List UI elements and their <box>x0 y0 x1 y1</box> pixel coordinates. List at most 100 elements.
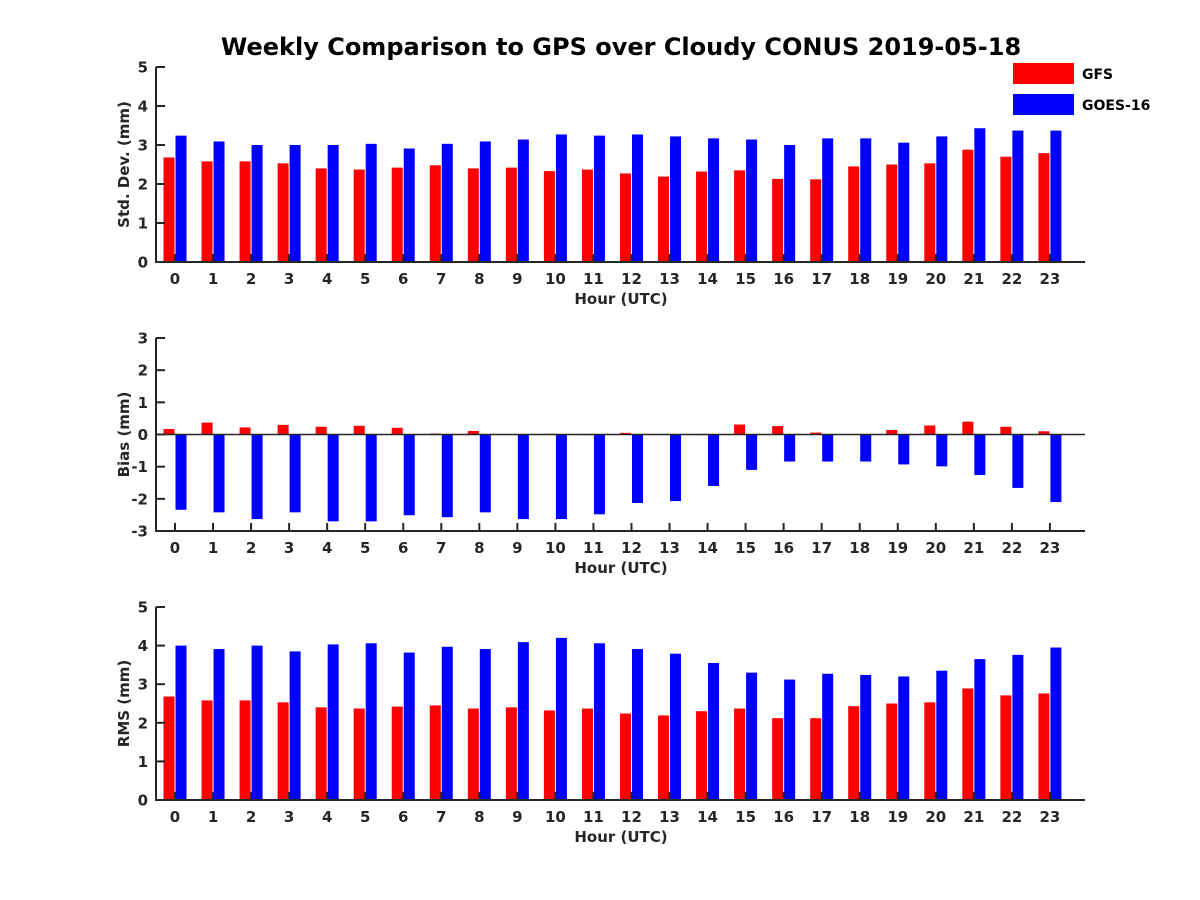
bar-goes16-hour-19 <box>898 434 910 465</box>
bar-goes16-hour-11 <box>593 135 605 262</box>
bar-gfs-hour-1 <box>201 422 213 435</box>
x-tick-label: 15 <box>735 808 756 826</box>
bar-goes16-hour-13 <box>670 653 682 800</box>
x-axis-label: Hour (UTC) <box>574 559 667 577</box>
bar-gfs-hour-16 <box>772 426 784 435</box>
x-tick-label: 18 <box>849 808 870 826</box>
x-tick-label: 5 <box>360 808 370 826</box>
y-tick-label: 0 <box>138 426 148 444</box>
bar-goes16-hour-11 <box>593 434 605 515</box>
bar-goes16-hour-17 <box>822 434 834 462</box>
legend-label-gfs: GFS <box>1082 67 1113 83</box>
bar-goes16-hour-16 <box>784 145 796 262</box>
x-tick-label: 16 <box>773 808 794 826</box>
bar-gfs-hour-1 <box>201 700 213 800</box>
bar-gfs-hour-1 <box>201 161 213 262</box>
bar-goes16-hour-6 <box>403 434 415 516</box>
y-tick-label: -3 <box>131 523 148 541</box>
x-tick-label: 7 <box>436 808 446 826</box>
bar-gfs-hour-5 <box>353 425 365 435</box>
bar-goes16-hour-11 <box>593 643 605 800</box>
bar-goes16-hour-16 <box>784 679 796 800</box>
x-tick-label: 21 <box>963 270 984 288</box>
bar-goes16-hour-3 <box>289 651 301 800</box>
y-tick-label: 1 <box>138 394 148 412</box>
y-tick-label: 3 <box>138 330 148 348</box>
bar-gfs-hour-23 <box>1038 431 1050 435</box>
x-tick-label: 19 <box>887 539 908 557</box>
bar-gfs-hour-19 <box>886 164 898 262</box>
x-tick-label: 8 <box>474 270 484 288</box>
bar-goes16-hour-0 <box>175 645 187 800</box>
x-tick-label: 2 <box>246 808 256 826</box>
bar-goes16-hour-14 <box>708 434 720 486</box>
bar-gfs-hour-11 <box>581 708 593 800</box>
bar-goes16-hour-22 <box>1012 434 1024 488</box>
x-tick-label: 23 <box>1039 539 1060 557</box>
bar-goes16-hour-12 <box>631 649 643 800</box>
bar-gfs-hour-21 <box>962 688 974 800</box>
bar-gfs-hour-16 <box>772 178 784 262</box>
bar-goes16-hour-20 <box>936 434 948 467</box>
bar-goes16-hour-5 <box>365 434 377 522</box>
y-tick-label: 1 <box>138 215 148 233</box>
bar-gfs-hour-3 <box>277 424 289 435</box>
bar-goes16-hour-5 <box>365 143 377 262</box>
x-tick-label: 2 <box>246 270 256 288</box>
x-tick-label: 0 <box>170 808 180 826</box>
bar-gfs-hour-17 <box>810 432 822 435</box>
y-tick-label: 2 <box>138 362 148 380</box>
legend: GFS GOES-16 <box>1013 63 1150 115</box>
x-tick-label: 11 <box>583 270 604 288</box>
x-tick-label: 3 <box>284 539 294 557</box>
x-tick-label: 1 <box>208 808 218 826</box>
x-tick-label: 3 <box>284 808 294 826</box>
bar-gfs-hour-15 <box>734 170 746 262</box>
bar-gfs-hour-5 <box>353 169 365 262</box>
bar-goes16-hour-9 <box>517 434 529 520</box>
bar-goes16-hour-12 <box>631 134 643 262</box>
x-tick-label: 4 <box>322 539 332 557</box>
x-tick-label: 3 <box>284 270 294 288</box>
x-tick-label: 22 <box>1001 539 1022 557</box>
bar-gfs-hour-23 <box>1038 693 1050 800</box>
bar-gfs-hour-13 <box>658 176 670 262</box>
x-tick-label: 6 <box>398 539 408 557</box>
bar-goes16-hour-21 <box>974 128 986 262</box>
bar-goes16-hour-18 <box>860 138 872 262</box>
bar-goes16-hour-23 <box>1050 647 1062 800</box>
x-tick-label: 19 <box>887 270 908 288</box>
bar-gfs-hour-7 <box>429 165 441 262</box>
y-tick-label: 5 <box>138 599 148 617</box>
bar-gfs-hour-12 <box>619 432 631 435</box>
bar-goes16-hour-2 <box>251 434 263 520</box>
x-axis-label: Hour (UTC) <box>574 290 667 308</box>
bar-gfs-hour-6 <box>391 427 403 435</box>
x-tick-label: 6 <box>398 270 408 288</box>
y-axis-label: RMS (mm) <box>115 660 133 747</box>
bar-gfs-hour-15 <box>734 708 746 800</box>
bar-gfs-hour-4 <box>315 707 327 800</box>
bar-goes16-hour-18 <box>860 434 872 462</box>
y-tick-label: -1 <box>131 458 148 476</box>
y-tick-label: 3 <box>138 137 148 155</box>
x-tick-label: 14 <box>697 808 718 826</box>
bar-gfs-hour-9 <box>505 167 517 262</box>
bar-goes16-hour-4 <box>327 145 339 262</box>
x-tick-label: 11 <box>583 808 604 826</box>
bar-gfs-hour-19 <box>886 703 898 800</box>
bar-goes16-hour-2 <box>251 145 263 262</box>
bar-goes16-hour-13 <box>670 136 682 262</box>
y-tick-label: 5 <box>138 59 148 77</box>
x-tick-label: 16 <box>773 539 794 557</box>
x-tick-label: 17 <box>811 808 832 826</box>
x-tick-label: 11 <box>583 539 604 557</box>
x-tick-label: 12 <box>621 270 642 288</box>
legend-swatch-goes16 <box>1013 94 1074 115</box>
x-tick-label: 13 <box>659 270 680 288</box>
x-tick-label: 13 <box>659 808 680 826</box>
y-axis-label: Std. Dev. (mm) <box>115 101 133 228</box>
